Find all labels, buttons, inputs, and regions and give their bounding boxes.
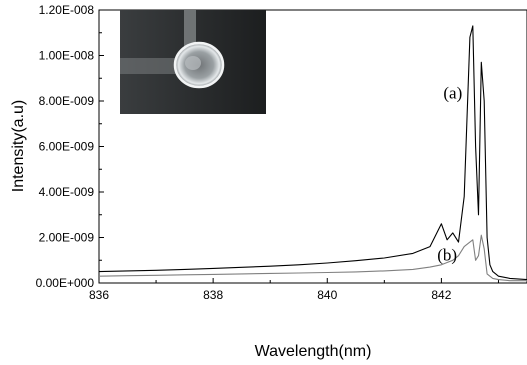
y-tick-label: 4.00E-009 (39, 185, 95, 199)
y-tick-label: 1.00E-008 (39, 49, 95, 63)
x-axis-ticks: 836 838 840 842 (89, 278, 499, 302)
x-tick-label: 840 (317, 288, 337, 302)
series-line-a (98, 25, 527, 281)
y-tick-label: 6.00E-009 (39, 140, 95, 154)
y-tick-label: 8.00E-009 (39, 94, 95, 108)
x-axis-title: Wavelength(nm) (255, 343, 372, 360)
x-tick-label: 836 (89, 288, 109, 302)
y-tick-label: 1.20E-008 (39, 3, 95, 17)
annotation-label: (b) (437, 245, 457, 264)
series-line-b (98, 234, 527, 282)
x-tick-label: 838 (203, 288, 223, 302)
y-axis-ticks: 0.00E+000 2.00E-009 4.00E-009 6.00E-009 8.00… (36, 3, 104, 290)
y-axis-title: Intensity(a.u) (10, 100, 27, 192)
x-tick-label: 842 (431, 288, 451, 302)
annotation-layer: (a) (b) (437, 84, 462, 265)
y-tick-label: 2.00E-009 (39, 231, 95, 245)
inset-photo (120, 10, 266, 114)
series-layer (98, 25, 527, 282)
y-tick-label: 0.00E+000 (36, 276, 95, 290)
annotation-label: (a) (443, 84, 462, 103)
